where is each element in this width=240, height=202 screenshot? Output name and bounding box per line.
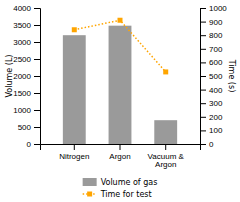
tick-label: 400 — [209, 86, 223, 95]
tick-label: Argon — [109, 152, 130, 161]
marker — [118, 18, 123, 23]
tick-mark — [200, 76, 206, 77]
y-axis-title: Volume (L) — [5, 55, 14, 98]
tick: Argon — [109, 144, 130, 161]
tick-label: 2500 — [13, 55, 31, 64]
tick: 0 — [200, 140, 214, 149]
tick-label: 1000 — [209, 4, 227, 13]
tick-label: 100 — [209, 126, 223, 135]
tick-mark — [120, 144, 121, 150]
tick-label: 3000 — [13, 38, 31, 47]
bar — [154, 120, 177, 144]
tick-label: 2000 — [13, 72, 31, 81]
legend-item: Time for test — [83, 190, 152, 199]
legend-marker — [87, 192, 92, 197]
tick: 1000 — [13, 106, 40, 115]
tick-mark — [34, 127, 40, 128]
tick-mark — [200, 49, 206, 50]
tick-label: 700 — [209, 45, 223, 54]
bar-series — [63, 26, 177, 144]
axis-line — [41, 145, 201, 151]
tick-mark — [200, 103, 206, 104]
legend-item: Volume of gas — [83, 178, 158, 187]
marker — [163, 69, 168, 74]
tick-mark — [165, 144, 166, 150]
tick-label: 200 — [209, 113, 223, 122]
legend-label: Volume of gas — [101, 178, 158, 187]
tick: 600 — [200, 58, 223, 67]
tick: 4000 — [13, 4, 40, 13]
legend: Volume of gas Time for test — [83, 178, 158, 199]
marker — [72, 27, 77, 32]
tick-label: 1500 — [13, 89, 31, 98]
tick: 1500 — [13, 89, 40, 98]
tick-mark — [200, 130, 206, 131]
tick: Vacuum &Argon — [148, 144, 185, 169]
tick-mark — [200, 117, 206, 118]
tick: 100 — [200, 126, 223, 135]
tick: 200 — [200, 113, 223, 122]
y2-axis-title: Time (s) — [227, 59, 236, 93]
tick: 3000 — [13, 38, 40, 47]
tick-label: 300 — [209, 99, 223, 108]
legend-label: Time for test — [100, 190, 152, 199]
tick-label: 4000 — [13, 4, 31, 13]
tick-label: Vacuum &Argon — [148, 152, 185, 170]
y-axis: 0 500 1000 1500 2000 2500 3000 3500 4000 — [13, 4, 40, 149]
plot: NitrogenArgonVacuum &Argon05001000150020… — [13, 4, 227, 169]
tick-label: 0 — [209, 140, 214, 149]
tick: 2000 — [13, 72, 40, 81]
tick-label: 0 — [27, 140, 32, 149]
tick-mark — [34, 93, 40, 94]
tick-mark — [34, 42, 40, 43]
bar — [109, 26, 132, 144]
tick-label: 500 — [209, 72, 223, 81]
tick-mark — [34, 8, 40, 9]
tick-mark — [200, 144, 206, 145]
markers — [72, 18, 168, 75]
tick-mark — [34, 25, 40, 26]
line — [74, 20, 165, 72]
tick: 2500 — [13, 55, 40, 64]
tick-label: Nitrogen — [59, 152, 89, 161]
tick: 400 — [200, 86, 223, 95]
axis-line — [201, 9, 207, 145]
tick: 900 — [200, 18, 223, 27]
tick-label: 600 — [209, 58, 223, 67]
tick: 500 — [18, 123, 40, 132]
tick-mark — [200, 90, 206, 91]
tick-mark — [34, 76, 40, 77]
tick: 1000 — [200, 4, 227, 13]
tick-label: 1000 — [13, 106, 31, 115]
tick-label: 800 — [209, 31, 223, 40]
tick: 300 — [200, 99, 223, 108]
tick-mark — [34, 110, 40, 111]
marks — [63, 18, 177, 144]
chart: NitrogenArgonVacuum &Argon05001000150020… — [0, 0, 240, 202]
tick-mark — [34, 144, 40, 145]
tick-mark — [200, 22, 206, 23]
tick-mark — [200, 8, 206, 9]
tick-mark — [74, 144, 75, 150]
tick: 800 — [200, 31, 223, 40]
axis-line — [34, 9, 41, 145]
tick-mark — [34, 59, 40, 60]
tick: 700 — [200, 45, 223, 54]
tick-label: 900 — [209, 18, 223, 27]
tick-mark — [200, 35, 206, 36]
tick-label: 500 — [18, 123, 32, 132]
tick: 500 — [200, 72, 223, 81]
tick: 0 — [27, 140, 40, 149]
bar — [63, 35, 86, 144]
tick-label: 3500 — [13, 21, 31, 30]
tick: Nitrogen — [59, 144, 89, 161]
y2-axis: 0 100 200 300 400 500 600 700 800 900 1000 — [200, 4, 227, 149]
legend-swatch — [83, 178, 97, 186]
tick-mark — [200, 62, 206, 63]
x-axis: Nitrogen Argon Vacuum &Argon — [41, 144, 201, 169]
tick: 3500 — [13, 21, 40, 30]
